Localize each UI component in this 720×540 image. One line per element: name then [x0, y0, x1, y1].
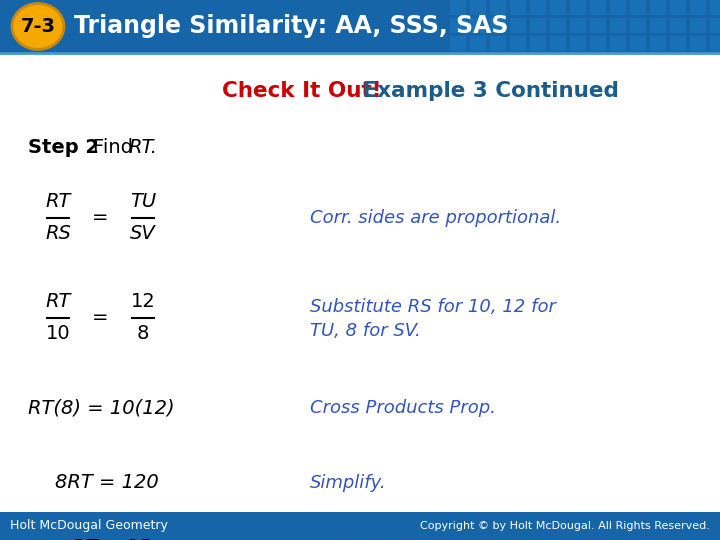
Text: Check It Out!: Check It Out! [222, 81, 382, 101]
Bar [610, 18, 626, 33]
Bar [690, 18, 706, 33]
Bar [490, 36, 506, 51]
Bar [490, 18, 506, 33]
Bar [710, 18, 720, 33]
Bar [610, 36, 626, 51]
Bar [450, 0, 466, 15]
Text: RT = 15: RT = 15 [72, 538, 151, 540]
Bar [550, 0, 566, 15]
Bar [690, 36, 706, 51]
Bar [590, 18, 606, 33]
Text: Triangle Similarity: AA, SSS, SAS: Triangle Similarity: AA, SSS, SAS [74, 15, 508, 38]
Bar [710, 36, 720, 51]
Text: .: . [150, 138, 156, 158]
Text: RT: RT [45, 293, 71, 312]
Bar [570, 36, 586, 51]
Bar [650, 36, 666, 51]
Bar [470, 18, 486, 33]
Text: 12: 12 [130, 293, 156, 312]
Text: =: = [91, 308, 108, 327]
Bar [570, 18, 586, 33]
Bar [630, 0, 646, 15]
Bar [490, 0, 506, 15]
Bar [550, 18, 566, 33]
Bar [450, 18, 466, 33]
Bar [590, 0, 606, 15]
Bar [510, 0, 526, 15]
Text: Cross Products Prop.: Cross Products Prop. [310, 399, 496, 417]
Bar [510, 36, 526, 51]
Bar [510, 18, 526, 33]
Bar [0, 0, 720, 53]
Text: Simplify.: Simplify. [310, 474, 387, 492]
Text: RT(8) = 10(12): RT(8) = 10(12) [28, 399, 175, 417]
Text: RT: RT [45, 192, 71, 212]
Bar [650, 0, 666, 15]
Bar [670, 0, 686, 15]
Bar [530, 36, 546, 51]
Text: 10: 10 [45, 325, 71, 343]
Bar [670, 18, 686, 33]
Ellipse shape [12, 3, 64, 50]
Bar [610, 0, 626, 15]
Bar [470, 0, 486, 15]
Text: 8RT = 120: 8RT = 120 [55, 474, 158, 492]
Text: Example 3 Continued: Example 3 Continued [355, 81, 619, 101]
Text: Find: Find [93, 138, 139, 158]
Text: Copyright © by Holt McDougal. All Rights Reserved.: Copyright © by Holt McDougal. All Rights… [420, 521, 710, 531]
Bar [690, 0, 706, 15]
Text: RT: RT [128, 138, 153, 158]
Text: SV: SV [130, 225, 156, 244]
Bar [530, 18, 546, 33]
Bar [630, 18, 646, 33]
Bar [570, 0, 586, 15]
Bar [630, 36, 646, 51]
Text: TU, 8 for SV.: TU, 8 for SV. [310, 322, 420, 340]
Text: 7-3: 7-3 [20, 17, 55, 36]
Bar [670, 36, 686, 51]
Bar [590, 36, 606, 51]
Bar [650, 18, 666, 33]
Text: 8: 8 [137, 325, 149, 343]
Bar [710, 0, 720, 15]
Text: Divide both sides by 8.: Divide both sides by 8. [310, 539, 516, 540]
Text: Holt McDougal Geometry: Holt McDougal Geometry [10, 519, 168, 532]
Text: =: = [91, 208, 108, 227]
Bar [450, 36, 466, 51]
Text: Step 2: Step 2 [28, 138, 99, 158]
Text: TU: TU [130, 192, 156, 212]
Bar [530, 0, 546, 15]
Text: RS: RS [45, 225, 71, 244]
Text: Substitute RS for 10, 12 for: Substitute RS for 10, 12 for [310, 298, 556, 316]
Bar [550, 36, 566, 51]
Text: Corr. sides are proportional.: Corr. sides are proportional. [310, 209, 561, 227]
Bar [470, 36, 486, 51]
Bar [0, 512, 720, 540]
